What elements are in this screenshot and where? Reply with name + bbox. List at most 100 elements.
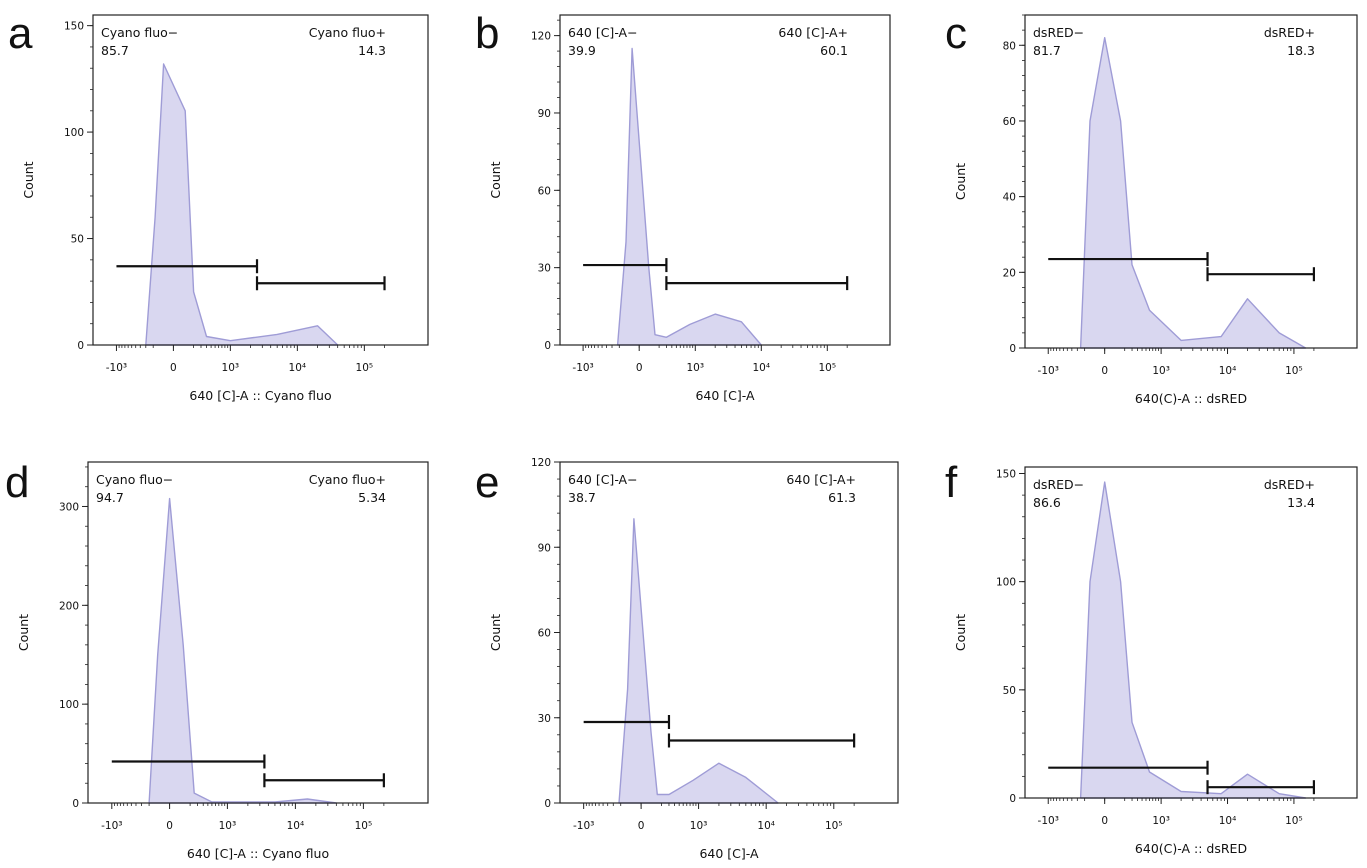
x-tick-label: 10³ xyxy=(1152,365,1170,377)
x-tick-label: 10⁵ xyxy=(356,362,374,374)
gate-positive: Cyano fluo+ 5.34 xyxy=(263,472,386,788)
gate-positive: Cyano fluo+ 14.3 xyxy=(255,25,386,291)
y-axis-title: Count xyxy=(16,614,31,651)
y-tick-label: 100 xyxy=(59,699,79,711)
gate-percent: 60.1 xyxy=(820,43,848,58)
x-tick-label: 10⁴ xyxy=(289,362,307,374)
gate-percent: 61.3 xyxy=(828,490,856,505)
gate-positive: 640 [C]-A+ 61.3 xyxy=(667,472,856,748)
panel-letter: e xyxy=(475,458,499,507)
y-tick-label: 30 xyxy=(538,713,551,725)
x-tick-label: 0 xyxy=(170,362,177,374)
y-tick-label: 90 xyxy=(538,542,551,554)
y-tick-label: 0 xyxy=(544,798,551,810)
gate-name: dsRED+ xyxy=(1264,477,1315,492)
plot-frame xyxy=(1024,14,1358,349)
x-axis-title: 640(C)-A :: dsRED xyxy=(1135,391,1247,406)
panel-letter: f xyxy=(945,458,958,507)
gate-percent: 81.7 xyxy=(1033,43,1061,58)
y-tick-label: 50 xyxy=(1003,685,1016,697)
gate-name: dsRED− xyxy=(1033,25,1084,40)
gate-name: Cyano fluo− xyxy=(101,25,178,40)
y-axis-title: Count xyxy=(953,614,968,651)
x-tick-label: 0 xyxy=(166,820,173,832)
x-axis-title: 640 [C]-A :: Cyano fluo xyxy=(187,846,329,861)
y-tick-label: 150 xyxy=(64,21,84,33)
gate-negative: 640 [C]-A− 39.9 xyxy=(568,25,668,273)
gate-positive: dsRED+ 13.4 xyxy=(1206,477,1315,795)
x-tick-label: 10⁴ xyxy=(287,820,305,832)
x-tick-label: 10⁴ xyxy=(1219,815,1237,827)
x-tick-label: -10³ xyxy=(573,820,594,832)
y-tick-label: 40 xyxy=(1003,192,1016,204)
gate-name: Cyano fluo+ xyxy=(309,25,386,40)
y-tick-label: 60 xyxy=(1003,116,1016,128)
x-axis-title: 640 [C]-A xyxy=(699,846,759,861)
gate-percent: 18.3 xyxy=(1287,43,1315,58)
y-tick-label: 90 xyxy=(538,108,551,120)
panel-letter: a xyxy=(8,9,33,58)
y-tick-label: 100 xyxy=(64,127,84,139)
y-tick-label: 0 xyxy=(544,340,551,352)
x-tick-label: 0 xyxy=(1101,365,1108,377)
panel-e: e 0 30 60 90 120 -10³ 0 10³ 10⁴ 10⁵ 640 [C]-A Count 6… xyxy=(475,457,899,861)
plot-frame xyxy=(559,14,891,346)
y-tick-label: 300 xyxy=(59,501,79,513)
gate-negative: dsRED− 86.6 xyxy=(1033,477,1209,775)
x-tick-label: 10⁵ xyxy=(825,820,843,832)
gate-negative: Cyano fluo− 85.7 xyxy=(101,25,259,274)
gate-percent: 39.9 xyxy=(568,43,596,58)
x-axis-title: 640 [C]-A xyxy=(695,388,755,403)
histogram-area xyxy=(1079,37,1307,349)
gate-percent: 85.7 xyxy=(101,43,129,58)
x-tick-label: 10³ xyxy=(687,362,705,374)
gate-name: 640 [C]-A− xyxy=(568,25,638,40)
y-axis-title: Count xyxy=(21,161,36,198)
gate-name: 640 [C]-A− xyxy=(568,472,638,487)
histogram-area xyxy=(148,497,337,804)
gate-percent: 14.3 xyxy=(358,43,386,58)
panel-letter: d xyxy=(5,458,29,507)
gate-negative: Cyano fluo− 94.7 xyxy=(96,472,266,769)
x-tick-label: 10³ xyxy=(690,820,708,832)
gate-percent: 86.6 xyxy=(1033,495,1061,510)
x-tick-label: 10⁴ xyxy=(1219,365,1237,377)
x-tick-label: -10³ xyxy=(572,362,593,374)
gate-negative: dsRED− 81.7 xyxy=(1033,25,1209,267)
y-tick-label: 30 xyxy=(538,263,551,275)
y-tick-label: 20 xyxy=(1003,267,1016,279)
x-tick-label: -10³ xyxy=(1038,815,1059,827)
y-tick-label: 0 xyxy=(1009,343,1016,355)
x-tick-label: 0 xyxy=(636,362,643,374)
plot-frame xyxy=(92,14,429,346)
histogram-area xyxy=(145,63,339,346)
x-tick-label: -10³ xyxy=(1038,365,1059,377)
gate-name: Cyano fluo+ xyxy=(309,472,386,487)
y-tick-label: 200 xyxy=(59,600,79,612)
x-tick-label: 10⁵ xyxy=(355,820,373,832)
x-tick-label: 10³ xyxy=(222,362,240,374)
x-tick-label: 10³ xyxy=(1152,815,1170,827)
x-tick-label: 0 xyxy=(1101,815,1108,827)
x-tick-label: 10³ xyxy=(219,820,237,832)
y-tick-label: 120 xyxy=(531,31,551,43)
gate-name: dsRED− xyxy=(1033,477,1084,492)
gate-name: 640 [C]-A+ xyxy=(786,472,856,487)
y-axis-title: Count xyxy=(488,161,503,198)
panel-b: b 0 30 60 90 120 -10³ 0 10³ 10⁴ 10⁵ 640 [C]-A Count 6… xyxy=(475,9,891,403)
y-axis-title: Count xyxy=(953,163,968,200)
y-tick-label: 0 xyxy=(1009,793,1016,805)
gate-name: dsRED+ xyxy=(1264,25,1315,40)
y-tick-label: 150 xyxy=(996,468,1016,480)
y-tick-label: 80 xyxy=(1003,40,1016,52)
plot-frame xyxy=(87,461,429,804)
x-axis-title: 640 [C]-A :: Cyano fluo xyxy=(189,388,331,403)
panel-letter: b xyxy=(475,9,499,58)
x-tick-label: 10⁵ xyxy=(1285,365,1303,377)
y-tick-label: 50 xyxy=(71,234,84,246)
histogram-area xyxy=(616,47,762,346)
panel-letter: c xyxy=(945,9,967,58)
